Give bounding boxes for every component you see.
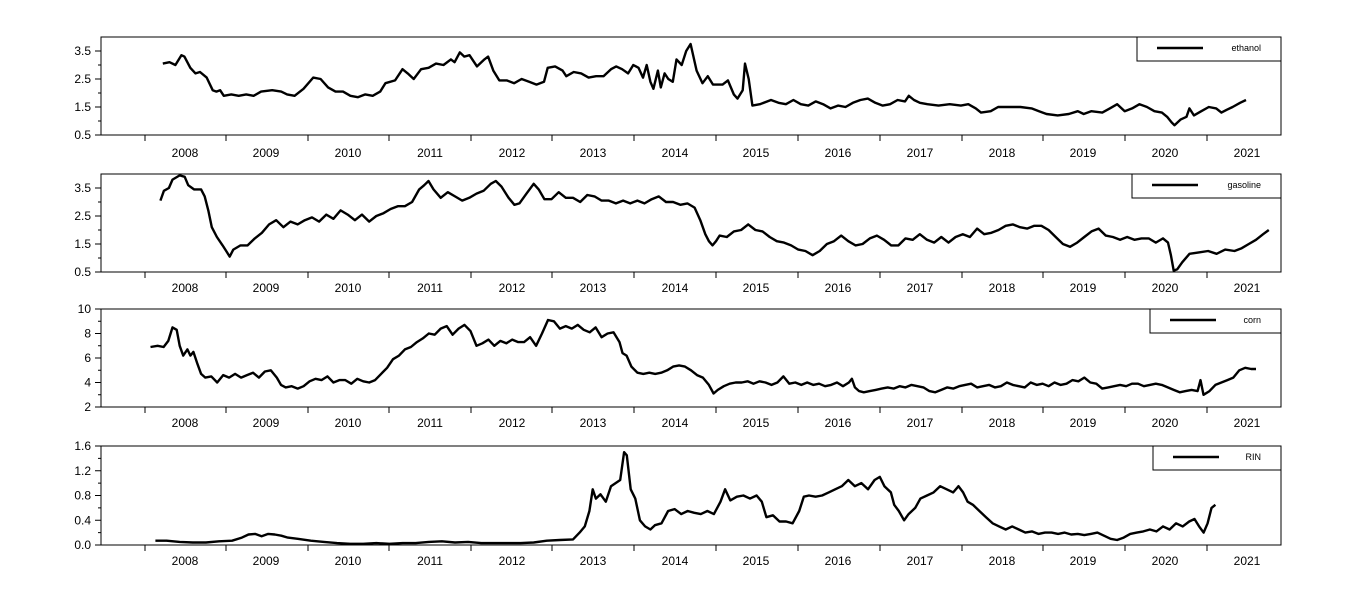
panel-1-x-tick-label: 2017: [907, 146, 934, 160]
panel-2-x-tick-label: 2008: [172, 281, 199, 295]
panel-2-legend-label: gasoline: [1227, 180, 1261, 190]
panel-2-x-tick-label: 2009: [253, 281, 280, 295]
panel-3-plot-frame: [100, 308, 1282, 408]
panel-1-legend-label: ethanol: [1231, 43, 1261, 53]
panel-1-x-tick-label: 2016: [825, 146, 852, 160]
panel-1-x-tick-label: 2010: [335, 146, 362, 160]
panel-1-x-tick-label: 2012: [499, 146, 526, 160]
panel-3-x-tick-label: 2009: [253, 416, 280, 430]
panel-4-x-tick-label: 2016: [825, 554, 852, 568]
panel-1-series-ethanol-line: [162, 42, 1247, 127]
panel-4-y-tick-label: 0.0: [74, 538, 91, 552]
panel-2-plot-frame: [100, 173, 1282, 273]
panel-3-x-tick-label: 2019: [1070, 416, 1097, 430]
panel-3-x-tick-label: 2017: [907, 416, 934, 430]
panel-2-x-tick-label: 2012: [499, 281, 526, 295]
panel-3-x-tick-label: 2010: [335, 416, 362, 430]
panel-3-y-tick-label: 6: [84, 351, 91, 365]
panel-1-y-tick-label: 1.5: [74, 100, 91, 114]
panel-2-y-tick-label: 2.5: [74, 209, 91, 223]
panel-3-x-tick-label: 2014: [662, 416, 689, 430]
panel-2-x-tick-label: 2018: [989, 281, 1016, 295]
panel-3-y-tick-label: 4: [84, 376, 91, 390]
panel-4-x-tick-label: 2015: [743, 554, 770, 568]
panel-1-x-tick-label: 2008: [172, 146, 199, 160]
panel-4-y-tick-label: 1.6: [74, 439, 91, 453]
panel-3-x-tick-label: 2020: [1152, 416, 1179, 430]
panel-2-series-gasoline-line: [159, 174, 1270, 272]
panel-1-x-tick-label: 2019: [1070, 146, 1097, 160]
panel-4-x-tick-label: 2019: [1070, 554, 1097, 568]
panel-4-y-tick-label: 0.4: [74, 513, 91, 527]
panel-1-x-tick-label: 2018: [989, 146, 1016, 160]
panel-1-x-tick-label: 2014: [662, 146, 689, 160]
panel-3-x-tick-label: 2011: [417, 416, 443, 430]
panel-3-series-corn-line: [150, 318, 1256, 396]
panel-2-x-tick-label: 2019: [1070, 281, 1097, 295]
panel-1-x-tick-label: 2020: [1152, 146, 1179, 160]
panel-4-x-tick-label: 2009: [253, 554, 280, 568]
panel-4-x-tick-label: 2020: [1152, 554, 1179, 568]
panel-2-x-tick-label: 2011: [417, 281, 443, 295]
panel-4-x-tick-label: 2021: [1234, 554, 1261, 568]
panel-2-y-tick-label: 3.5: [74, 181, 91, 195]
panel-3-x-tick-label: 2021: [1234, 416, 1261, 430]
panel-1-x-tick-label: 2015: [743, 146, 770, 160]
panel-2-x-tick-label: 2017: [907, 281, 934, 295]
panel-2-x-tick-label: 2015: [743, 281, 770, 295]
panel-2-x-tick-label: 2021: [1234, 281, 1261, 295]
panel-3-x-tick-label: 2018: [989, 416, 1016, 430]
panel-2-x-tick-label: 2010: [335, 281, 362, 295]
panel-3-x-tick-label: 2016: [825, 416, 852, 430]
panel-4-x-tick-label: 2010: [335, 554, 362, 568]
panel-4-x-tick-label: 2013: [580, 554, 607, 568]
panel-2-x-tick-label: 2020: [1152, 281, 1179, 295]
panel-1-y-tick-label: 3.5: [74, 44, 91, 58]
panel-3-x-tick-label: 2012: [499, 416, 526, 430]
panel-1-x-tick-label: 2009: [253, 146, 280, 160]
panel-1-y-tick-label: 2.5: [74, 72, 91, 86]
panel-2-x-tick-label: 2014: [662, 281, 689, 295]
panel-4-x-tick-label: 2012: [499, 554, 526, 568]
panel-1-x-tick-label: 2011: [417, 146, 443, 160]
panel-3-x-tick-label: 2015: [743, 416, 770, 430]
panel-4-series-rin-line: [155, 451, 1217, 545]
panel-3-y-tick-label: 8: [84, 327, 91, 341]
panel-1-x-tick-label: 2013: [580, 146, 607, 160]
panel-1-y-tick-label: 0.5: [74, 128, 91, 142]
panel-4-x-tick-label: 2011: [417, 554, 443, 568]
panel-4-y-tick-label: 1.2: [74, 464, 91, 478]
panel-4-x-tick-label: 2018: [989, 554, 1016, 568]
panel-2-x-tick-label: 2013: [580, 281, 607, 295]
panel-3-y-tick-label: 10: [78, 302, 92, 316]
panel-2-y-tick-label: 0.5: [74, 265, 91, 279]
panel-3-x-tick-label: 2008: [172, 416, 199, 430]
panel-4-y-tick-label: 0.8: [74, 489, 91, 503]
panel-1-x-tick-label: 2021: [1234, 146, 1261, 160]
panel-1-plot-frame: [100, 36, 1282, 136]
panel-4-x-tick-label: 2014: [662, 554, 689, 568]
panel-3-x-tick-label: 2013: [580, 416, 607, 430]
panel-3-y-tick-label: 2: [84, 400, 91, 414]
panel-2-y-tick-label: 1.5: [74, 237, 91, 251]
panel-3-legend-label: corn: [1243, 315, 1261, 325]
panel-4-x-tick-label: 2017: [907, 554, 934, 568]
panel-4-x-tick-label: 2008: [172, 554, 199, 568]
panel-2-x-tick-label: 2016: [825, 281, 852, 295]
panel-4-plot-frame: [100, 445, 1282, 546]
panel-4-legend-label: RIN: [1246, 452, 1262, 462]
